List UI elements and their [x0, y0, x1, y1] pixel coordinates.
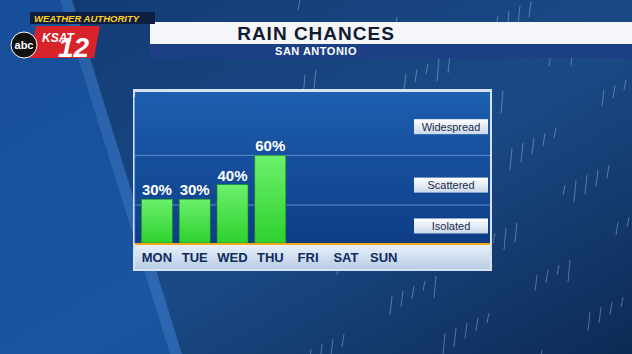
logo-abc [11, 32, 37, 58]
rain-streak [613, 85, 615, 98]
rain-streak [331, 339, 333, 354]
rain-streak [624, 80, 626, 90]
logo-abc-text: abc [15, 39, 34, 51]
rain-streak [574, 180, 576, 202]
rain-streak [404, 74, 406, 90]
rain-streak [602, 90, 604, 106]
subtitle: SAN ANTONIO [275, 45, 357, 57]
rain-streak [607, 165, 609, 178]
background [0, 0, 632, 354]
rain-streak [426, 64, 428, 74]
rain-streak [298, 0, 300, 10]
data-label: 30% [180, 181, 210, 198]
rain-streak [557, 265, 559, 275]
subtitle-banner [150, 44, 632, 58]
rain-streak [493, 233, 495, 243]
level-label: Isolated [432, 220, 471, 232]
rain-streak [314, 70, 316, 89]
level-label-box [414, 119, 488, 134]
baseline [135, 243, 490, 245]
plot-area [135, 92, 490, 243]
grid-line [135, 155, 490, 156]
rain-streak [515, 223, 517, 242]
rain-streak [342, 334, 344, 347]
rain-streak [535, 275, 537, 291]
panel-frame [133, 89, 492, 271]
rain-streak [504, 228, 506, 250]
level-label-box [414, 178, 488, 193]
category-label: FRI [298, 250, 319, 265]
rain-streak [437, 59, 439, 81]
rain-streak [585, 175, 587, 194]
category-label: MON [142, 250, 172, 265]
rain-streak [390, 296, 392, 315]
bars [141, 155, 285, 243]
rain-streak [476, 318, 478, 331]
rain-streak [501, 91, 503, 113]
level-label: Widespread [422, 121, 481, 133]
data-label: 40% [217, 167, 247, 184]
rain-streak [529, 1, 531, 17]
logo-number: 12 [58, 32, 90, 63]
title: RAIN CHANCES [237, 23, 395, 44]
rain-streak [309, 349, 311, 354]
data-label: 60% [255, 137, 285, 154]
rain-streak [412, 286, 414, 299]
rain-streak [540, 350, 542, 354]
rain-streak [423, 281, 425, 291]
rain-streak [554, 128, 556, 138]
rain-streak [543, 133, 545, 146]
category-label: TUE [182, 250, 208, 265]
y-range-line [135, 97, 136, 243]
rain-streak [621, 297, 623, 307]
rain-streak [510, 148, 512, 170]
category-label: THU [257, 250, 284, 265]
rain-streak [568, 260, 570, 282]
rain-streak [465, 323, 467, 339]
level-label-box [414, 218, 488, 233]
title-banner [150, 22, 632, 44]
rain-streak [596, 170, 598, 186]
rain-streak [320, 344, 322, 354]
bar [179, 199, 210, 243]
rain-streak [454, 328, 456, 347]
rain-streak [434, 276, 436, 298]
rain-streak [532, 138, 534, 154]
rain-streak [599, 307, 601, 323]
category-label: SUN [370, 250, 397, 265]
rain-streak [563, 185, 565, 195]
rain-streak [616, 222, 618, 235]
bar [217, 185, 248, 243]
rain-streak [610, 302, 612, 315]
rain-streak [521, 143, 523, 162]
rain-streak [443, 333, 445, 354]
rain-streak [627, 217, 629, 227]
level-label: Scattered [427, 179, 474, 191]
rain-streak [588, 312, 590, 331]
category-label: SAT [333, 250, 358, 265]
category-label: WED [217, 250, 247, 265]
logo-strip [30, 12, 155, 24]
rain-streak [415, 69, 417, 82]
bar [255, 155, 286, 243]
rain-streak [546, 270, 548, 283]
bar [141, 199, 172, 243]
logo-tagline: WEATHER AUTHORITY [34, 13, 141, 24]
rain-streak [401, 291, 403, 307]
category-strip [135, 245, 490, 269]
rain-streak [487, 313, 489, 323]
data-label: 30% [142, 181, 172, 198]
